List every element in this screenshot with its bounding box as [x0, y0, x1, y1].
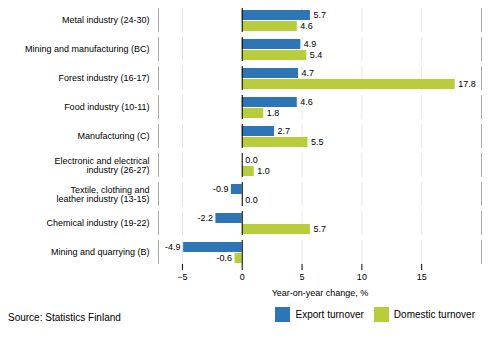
svg-text:Forest industry (16-17): Forest industry (16-17): [58, 73, 149, 83]
svg-text:-2.2: -2.2: [197, 213, 213, 223]
svg-text:Food industry (10-11): Food industry (10-11): [64, 102, 149, 112]
svg-text:-0.9: -0.9: [213, 184, 229, 194]
svg-text:Chemical industry (19-22): Chemical industry (19-22): [46, 218, 149, 228]
svg-text:-4.9: -4.9: [165, 242, 181, 252]
svg-text:4.7: 4.7: [301, 68, 314, 78]
svg-text:4.6: 4.6: [300, 97, 313, 107]
svg-text:5: 5: [300, 272, 305, 282]
svg-text:0: 0: [240, 272, 245, 282]
html-text:Domestic turnover: Domestic turnover: [393, 309, 475, 320]
svg-text:4.9: 4.9: [304, 39, 317, 49]
svg-text:Metal industry (24-30): Metal industry (24-30): [62, 15, 150, 25]
svg-text:5.7: 5.7: [313, 224, 326, 234]
svg-text:Textile, clothing andleather i: Textile, clothing andleather industry (1…: [56, 185, 149, 204]
svg-text:Year-on-year change, %: Year-on-year change, %: [272, 288, 369, 298]
svg-text:15: 15: [417, 272, 427, 282]
svg-text:Mining and quarrying (B): Mining and quarrying (B): [51, 247, 150, 257]
svg-text:−5: −5: [177, 272, 187, 282]
svg-text:4.6: 4.6: [300, 21, 313, 31]
svg-text:2.7: 2.7: [278, 126, 291, 136]
html-text:Export turnover: Export turnover: [295, 309, 364, 320]
svg-text:Manufacturing (C): Manufacturing (C): [77, 131, 149, 141]
svg-text:5.7: 5.7: [313, 10, 326, 20]
svg-text:-0.6: -0.6: [217, 253, 233, 263]
html-text:Source: Statistics Finland: Source: Statistics Finland: [8, 311, 121, 323]
svg-text:Electronic and electricalindus: Electronic and electricalindustry (26-27…: [54, 156, 149, 175]
svg-text:0.0: 0.0: [245, 195, 258, 205]
svg-text:10: 10: [357, 272, 367, 282]
svg-text:0.0: 0.0: [245, 155, 258, 165]
svg-text:1.0: 1.0: [257, 166, 270, 176]
svg-text:5.4: 5.4: [310, 50, 323, 60]
svg-text:1.8: 1.8: [267, 108, 280, 118]
svg-text:5.5: 5.5: [311, 137, 324, 147]
svg-text:17.8: 17.8: [458, 79, 476, 89]
svg-text:Mining and manufacturing (BC): Mining and manufacturing (BC): [25, 44, 150, 54]
